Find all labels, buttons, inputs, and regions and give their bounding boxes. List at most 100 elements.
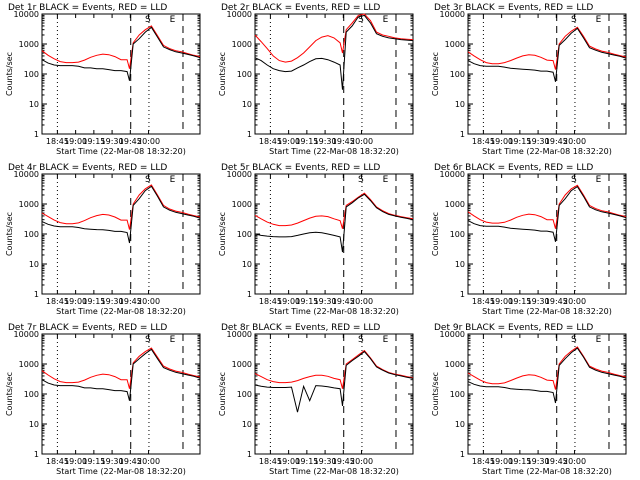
x-tick-label: 19:30 [314, 137, 337, 146]
chart-panel-6: Det 6r BLACK = Events, RED = LLD 1 10 100 10… [431, 163, 627, 316]
x-tick-label: 19:45 [119, 457, 142, 466]
x-tick-label: 20:00 [137, 457, 160, 466]
x-tick-label: 19:15 [508, 457, 531, 466]
x-tick-label: 19:45 [332, 297, 355, 306]
marker-s-label: S [571, 335, 577, 345]
x-tick-label: 19:30 [101, 297, 124, 306]
marker-e-label: E [170, 335, 176, 345]
x-tick-label: 19:30 [101, 137, 124, 146]
x-tick-label: 19:30 [527, 297, 550, 306]
y-tick-label: 1000 [19, 200, 39, 209]
x-tick-label: 18:45 [472, 457, 495, 466]
x-tick-label: 19:45 [119, 137, 142, 146]
x-axis-label: Start Time (22-Mar-08 18:32:20) [56, 307, 186, 316]
x-tick-label: 18:45 [46, 297, 69, 306]
x-tick-label: 20:00 [563, 457, 586, 466]
y-axis-label: Counts/sec [218, 212, 227, 256]
y-tick-label: 100 [450, 70, 465, 79]
y-tick-label: 1000 [19, 360, 39, 369]
x-tick-label: 19:15 [508, 137, 531, 146]
y-tick-label: 1 [34, 290, 39, 299]
series-line-black [41, 348, 201, 401]
y-tick-label: 1 [460, 290, 465, 299]
plot-frame [254, 333, 414, 455]
y-tick-label: 1000 [445, 360, 465, 369]
plot-frame [41, 173, 201, 295]
y-tick-label: 10 [242, 420, 252, 429]
x-tick-label: 18:45 [46, 137, 69, 146]
y-tick-label: 10000 [227, 170, 252, 179]
chart-panel-2: Det 2r BLACK = Events, RED = LLD 1 10 100 10… [218, 3, 414, 156]
x-tick-label: 18:45 [259, 137, 282, 146]
x-tick-label: 20:00 [563, 297, 586, 306]
y-tick-label: 1 [460, 130, 465, 139]
x-tick-label: 18:45 [46, 457, 69, 466]
y-tick-label: 1000 [232, 360, 252, 369]
x-tick-label: 19:45 [545, 137, 568, 146]
y-tick-label: 10 [455, 260, 465, 269]
y-tick-label: 10000 [14, 330, 39, 339]
x-axis-label: Start Time (22-Mar-08 18:32:20) [269, 467, 399, 476]
marker-e-label: E [170, 175, 176, 185]
marker-e-label: E [596, 175, 602, 185]
y-tick-label: 1 [247, 450, 252, 459]
x-axis-label: Start Time (22-Mar-08 18:32:20) [269, 147, 399, 156]
x-tick-label: 20:00 [350, 137, 373, 146]
chart-title: Det 2r BLACK = Events, RED = LLD [221, 3, 380, 13]
x-tick-label: 18:45 [259, 297, 282, 306]
y-tick-label: 1000 [232, 200, 252, 209]
series-line-red [254, 13, 414, 63]
x-tick-label: 19:45 [119, 297, 142, 306]
x-tick-label: 19:15 [82, 457, 105, 466]
marker-s-label: S [571, 175, 577, 185]
x-tick-label: 19:45 [545, 297, 568, 306]
x-tick-label: 19:00 [490, 297, 513, 306]
y-tick-label: 1 [247, 290, 252, 299]
x-tick-label: 19:30 [314, 457, 337, 466]
series-line-red [254, 192, 414, 229]
x-tick-label: 18:45 [259, 457, 282, 466]
y-axis-label: Counts/sec [431, 52, 440, 96]
chart-panel-7: Det 7r BLACK = Events, RED = LLD 1 10 100 10… [5, 323, 201, 476]
x-axis-label: Start Time (22-Mar-08 18:32:20) [482, 147, 612, 156]
chart-title: Det 3r BLACK = Events, RED = LLD [434, 3, 593, 13]
x-axis-label: Start Time (22-Mar-08 18:32:20) [269, 307, 399, 316]
chart-title: Det 6r BLACK = Events, RED = LLD [434, 163, 593, 173]
y-tick-label: 10000 [440, 330, 465, 339]
y-tick-label: 100 [24, 230, 39, 239]
chart-panel-5: Det 5r BLACK = Events, RED = LLD 1 10 100 10… [218, 163, 414, 316]
plot-frame [467, 333, 627, 455]
y-tick-label: 1000 [232, 40, 252, 49]
chart-title: Det 7r BLACK = Events, RED = LLD [8, 323, 167, 333]
series-line-red [467, 346, 627, 390]
y-tick-label: 100 [450, 230, 465, 239]
x-tick-label: 20:00 [350, 297, 373, 306]
marker-e-label: E [596, 15, 602, 25]
x-axis-label: Start Time (22-Mar-08 18:32:20) [482, 467, 612, 476]
marker-s-label: S [571, 15, 577, 25]
x-axis-label: Start Time (22-Mar-08 18:32:20) [56, 147, 186, 156]
marker-s-label: S [145, 15, 151, 25]
y-tick-label: 10 [242, 100, 252, 109]
x-tick-label: 19:30 [527, 457, 550, 466]
marker-e-label: E [383, 335, 389, 345]
x-tick-label: 19:00 [490, 137, 513, 146]
chart-title: Det 1r BLACK = Events, RED = LLD [8, 3, 167, 13]
series-line-red [467, 26, 627, 70]
x-axis-label: Start Time (22-Mar-08 18:32:20) [56, 467, 186, 476]
chart-panel-3: Det 3r BLACK = Events, RED = LLD 1 10 100 10… [431, 3, 627, 156]
y-axis-label: Counts/sec [5, 52, 14, 96]
x-tick-label: 19:45 [545, 457, 568, 466]
chart-panel-8: Det 8r BLACK = Events, RED = LLD 1 10 100 10… [218, 323, 414, 476]
x-tick-label: 19:15 [295, 137, 318, 146]
y-tick-label: 10000 [227, 10, 252, 19]
plot-frame [41, 13, 201, 135]
y-axis-label: Counts/sec [5, 212, 14, 256]
marker-s-label: S [358, 15, 364, 25]
y-tick-label: 1 [34, 450, 39, 459]
chart-title: Det 9r BLACK = Events, RED = LLD [434, 323, 593, 333]
y-axis-label: Counts/sec [5, 372, 14, 416]
series-line-black [254, 350, 414, 413]
x-tick-label: 20:00 [137, 137, 160, 146]
